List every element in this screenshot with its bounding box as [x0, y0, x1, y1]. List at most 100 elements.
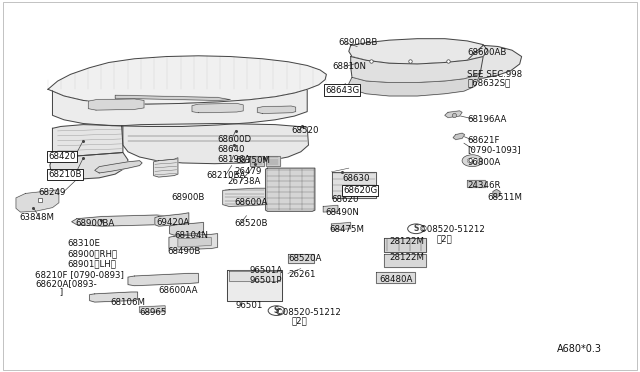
Text: S: S	[413, 224, 419, 233]
Polygon shape	[155, 213, 189, 226]
Polygon shape	[178, 237, 211, 247]
Text: 68249: 68249	[38, 188, 66, 197]
Polygon shape	[72, 215, 172, 226]
Text: 68900BA: 68900BA	[76, 219, 115, 228]
Text: SEE SEC.998: SEE SEC.998	[467, 70, 522, 79]
Text: 68106M: 68106M	[110, 298, 145, 307]
Circle shape	[408, 224, 424, 234]
Circle shape	[462, 155, 483, 167]
Text: 69420A: 69420A	[157, 218, 190, 227]
Text: 28122M: 28122M	[389, 237, 424, 246]
Text: 68810N: 68810N	[333, 62, 367, 71]
Text: 68620: 68620	[332, 195, 359, 203]
Polygon shape	[223, 188, 266, 206]
Polygon shape	[257, 106, 296, 113]
Polygon shape	[460, 45, 522, 78]
Text: 26261: 26261	[288, 270, 316, 279]
Text: （2）: （2）	[436, 234, 452, 243]
Polygon shape	[170, 222, 204, 235]
Polygon shape	[52, 89, 307, 126]
Polygon shape	[332, 222, 351, 230]
Text: 68210BA: 68210BA	[206, 171, 246, 180]
Text: 24346R: 24346R	[467, 181, 500, 190]
Polygon shape	[453, 133, 465, 140]
Polygon shape	[95, 161, 142, 173]
Polygon shape	[88, 99, 144, 110]
Text: 68750M: 68750M	[236, 156, 271, 165]
Polygon shape	[90, 292, 138, 302]
Text: 68520B: 68520B	[234, 219, 268, 228]
Text: 68490N: 68490N	[325, 208, 359, 217]
Text: ©08520-51212: ©08520-51212	[275, 308, 342, 317]
Polygon shape	[48, 56, 326, 104]
Polygon shape	[445, 111, 462, 118]
Polygon shape	[351, 57, 483, 83]
Polygon shape	[323, 205, 338, 212]
Text: 68600AA: 68600AA	[159, 286, 198, 295]
Text: [0790-1093]: [0790-1093]	[467, 145, 521, 154]
Text: 68901（LH）: 68901（LH）	[67, 259, 116, 268]
Polygon shape	[122, 124, 308, 164]
Text: 68600AB: 68600AB	[467, 48, 507, 57]
Polygon shape	[115, 95, 230, 100]
Text: 96800A: 96800A	[467, 158, 500, 167]
Polygon shape	[288, 254, 314, 263]
Text: 26479: 26479	[234, 167, 262, 176]
Text: 68475M: 68475M	[330, 225, 365, 234]
Text: 68490B: 68490B	[168, 247, 201, 256]
Text: A680*0.3: A680*0.3	[557, 344, 602, 354]
Polygon shape	[227, 270, 282, 301]
Polygon shape	[52, 125, 123, 157]
Text: 28122M: 28122M	[389, 253, 424, 262]
Text: 68600D: 68600D	[218, 135, 252, 144]
Polygon shape	[154, 158, 178, 177]
Text: S: S	[274, 306, 279, 315]
Circle shape	[467, 158, 477, 164]
Polygon shape	[250, 156, 264, 166]
Text: 68196AA: 68196AA	[467, 115, 507, 124]
Text: 63848M: 63848M	[19, 213, 54, 222]
Text: 68210B: 68210B	[48, 170, 81, 179]
Text: 68196A: 68196A	[218, 155, 251, 164]
Text: 68310E: 68310E	[67, 239, 100, 248]
Polygon shape	[332, 172, 376, 198]
Text: ©08520-51212: ©08520-51212	[419, 225, 486, 234]
Text: 68621F: 68621F	[467, 136, 500, 145]
Text: 68210F [0790-0893]: 68210F [0790-0893]	[35, 270, 124, 279]
Text: 96501A: 96501A	[250, 266, 283, 275]
Text: 68640: 68640	[218, 145, 245, 154]
Polygon shape	[140, 306, 165, 312]
Polygon shape	[16, 190, 59, 212]
Polygon shape	[384, 254, 426, 267]
Text: 68643G: 68643G	[325, 86, 360, 94]
Polygon shape	[266, 168, 315, 211]
Text: 68480A: 68480A	[379, 275, 412, 284]
Text: 68900B: 68900B	[172, 193, 205, 202]
Text: 68900BB: 68900BB	[338, 38, 378, 47]
Polygon shape	[50, 153, 128, 179]
Polygon shape	[349, 74, 480, 96]
Polygon shape	[349, 39, 488, 64]
Text: 68620G: 68620G	[343, 186, 378, 195]
Polygon shape	[169, 234, 218, 250]
Polygon shape	[384, 238, 426, 252]
Text: 68511M: 68511M	[488, 193, 523, 202]
Polygon shape	[229, 271, 280, 281]
Text: 26738A: 26738A	[228, 177, 261, 186]
Polygon shape	[467, 180, 485, 187]
Text: 96501P: 96501P	[250, 276, 282, 285]
Text: 68520: 68520	[291, 126, 319, 135]
Text: （2）: （2）	[291, 316, 307, 325]
Polygon shape	[376, 272, 415, 283]
Text: （68632S）: （68632S）	[467, 78, 511, 87]
Text: 68420: 68420	[48, 152, 76, 161]
Text: 68520A: 68520A	[288, 254, 321, 263]
Text: 96501: 96501	[236, 301, 263, 310]
Text: 68600A: 68600A	[234, 198, 268, 207]
Polygon shape	[192, 103, 243, 113]
Circle shape	[268, 306, 285, 315]
Polygon shape	[128, 273, 198, 286]
Polygon shape	[266, 156, 280, 166]
Text: 68620A[0893-: 68620A[0893-	[35, 279, 97, 288]
Text: 68900（RH）: 68900（RH）	[67, 249, 117, 258]
